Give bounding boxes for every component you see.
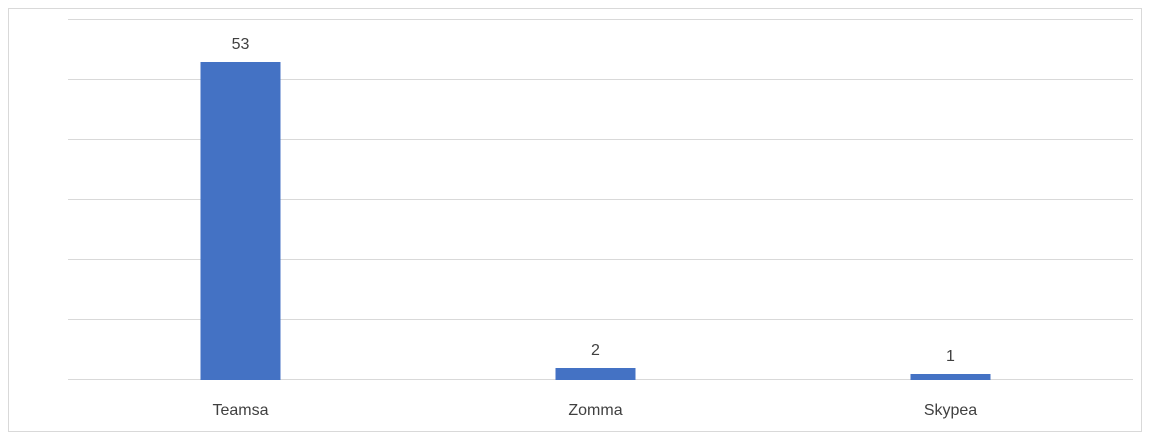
bar (910, 374, 991, 380)
data-label: 53 (232, 36, 250, 53)
x-tick-label: Teamsa (212, 402, 268, 419)
bar (200, 62, 281, 380)
x-tick-label: Skypea (924, 402, 977, 419)
x-tick-label: Zomma (568, 402, 622, 419)
bar (555, 368, 636, 380)
data-label: 1 (946, 348, 955, 365)
data-label: 2 (591, 342, 600, 359)
